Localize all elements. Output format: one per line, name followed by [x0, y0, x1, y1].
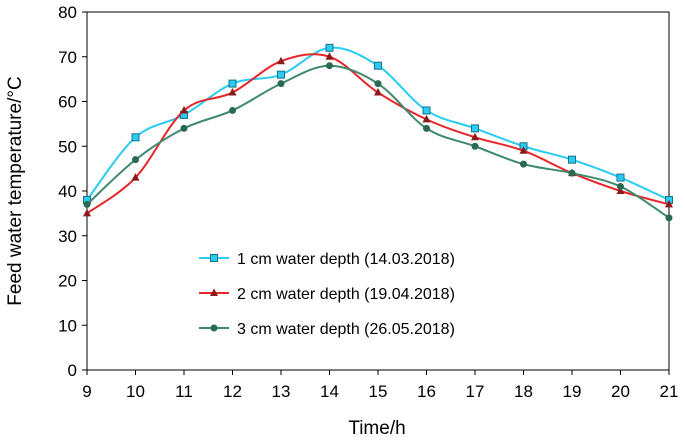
y-tick-label: 40 [58, 182, 77, 201]
x-tick-label: 10 [126, 382, 145, 401]
legend-item: 2 cm water depth (19.04.2018) [199, 286, 455, 303]
data-point [568, 155, 576, 164]
x-tick-label: 20 [611, 382, 630, 401]
x-tick-label: 14 [320, 382, 339, 401]
series-1 [83, 43, 673, 204]
data-point [665, 199, 673, 208]
data-point [423, 124, 430, 132]
data-point [180, 124, 188, 132]
y-tick-label: 30 [58, 227, 77, 246]
x-tick-label: 21 [660, 382, 679, 401]
series-layer [83, 43, 673, 222]
data-point [665, 214, 673, 222]
x-tick-label: 11 [175, 382, 193, 401]
x-tick-label: 17 [466, 382, 485, 401]
y-tick-label: 0 [68, 361, 77, 380]
legend-marker [210, 324, 218, 332]
data-point [422, 114, 431, 123]
data-point [422, 106, 431, 115]
data-point [374, 88, 382, 96]
data-point [519, 146, 528, 154]
legend-marker [210, 288, 218, 296]
x-tick-label: 16 [417, 382, 436, 401]
data-point [325, 43, 334, 52]
legend-item: 1 cm water depth (14.03.2018) [199, 251, 455, 268]
data-point [471, 142, 479, 150]
legend-marker [210, 254, 218, 262]
y-tick-label: 10 [58, 316, 77, 335]
data-point [617, 183, 624, 191]
data-point [131, 173, 140, 181]
data-point [325, 52, 334, 60]
x-tick-label: 19 [563, 382, 582, 401]
data-point [568, 169, 576, 177]
data-point [374, 61, 382, 70]
data-point [83, 200, 91, 208]
y-tick-label: 70 [58, 48, 77, 67]
data-point [326, 62, 333, 70]
data-point [83, 208, 91, 217]
legend: 1 cm water depth (14.03.2018) 2 cm water … [199, 251, 455, 338]
x-tick-label: 13 [272, 382, 291, 401]
y-tick-label: 80 [58, 3, 77, 22]
legend-label: 1 cm water depth (14.03.2018) [237, 251, 455, 268]
data-point [228, 88, 237, 96]
data-point [277, 56, 285, 65]
x-tick-label: 18 [514, 382, 533, 401]
data-point [228, 79, 237, 88]
data-point [180, 105, 188, 114]
legend-label: 2 cm water depth (19.04.2018) [237, 286, 455, 303]
data-point [374, 80, 382, 88]
y-tick-label: 20 [58, 272, 77, 291]
y-tick-label: 50 [58, 137, 77, 156]
data-point [471, 132, 479, 141]
data-point [229, 106, 236, 114]
x-tick-label: 15 [369, 382, 388, 401]
data-point [131, 133, 140, 142]
axes: 0 10 20 30 40 50 60 70 80 9 10 11 12 13 14 15 16 17 18 19 20… [58, 3, 678, 401]
legend-label: 3 cm water depth (26.05.2018) [237, 321, 455, 338]
x-tick-label: 9 [82, 382, 91, 401]
data-point [277, 70, 285, 79]
legend-item: 3 cm water depth (26.05.2018) [199, 321, 455, 338]
series-3 [83, 62, 673, 222]
y-axis-title: Feed water temperature/°C [5, 76, 26, 305]
x-axis-title: Time/h [348, 418, 405, 439]
data-point [520, 160, 527, 168]
data-point [132, 156, 139, 164]
data-point [616, 186, 625, 194]
data-point [616, 173, 625, 182]
data-point [277, 80, 285, 88]
x-tick-label: 12 [223, 382, 242, 401]
data-point [471, 124, 479, 133]
y-tick-label: 60 [58, 93, 77, 112]
